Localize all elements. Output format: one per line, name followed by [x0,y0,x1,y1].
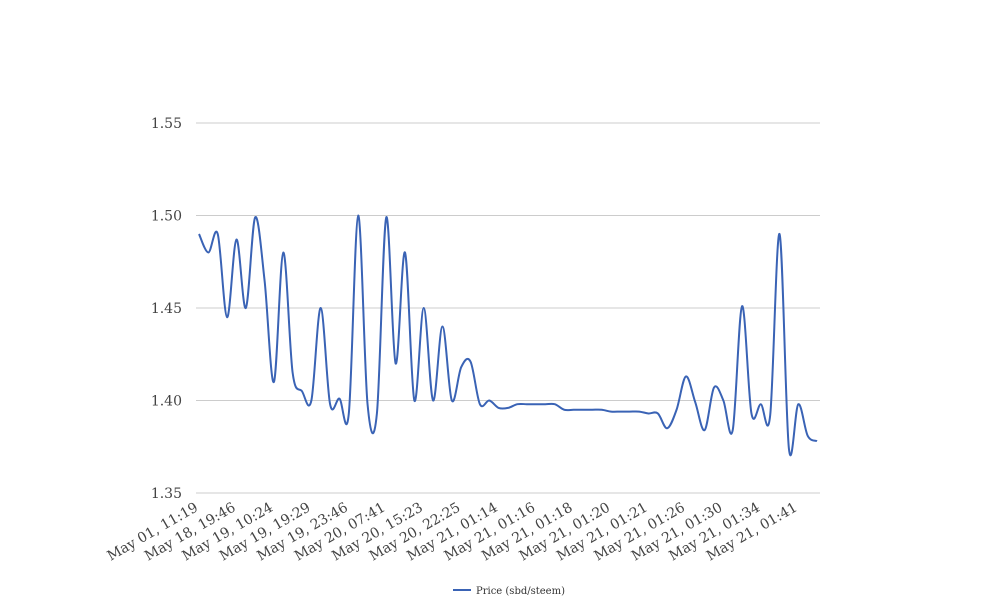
y-tick-label: 1.40 [151,394,182,410]
price-line [198,214,818,457]
y-tick-label: 1.55 [151,116,182,132]
y-tick-label: 1.45 [151,301,182,317]
legend-label: Price (sbd/steem) [476,586,565,597]
y-tick-label: 1.35 [151,486,182,502]
y-tick-label: 1.50 [151,209,182,225]
